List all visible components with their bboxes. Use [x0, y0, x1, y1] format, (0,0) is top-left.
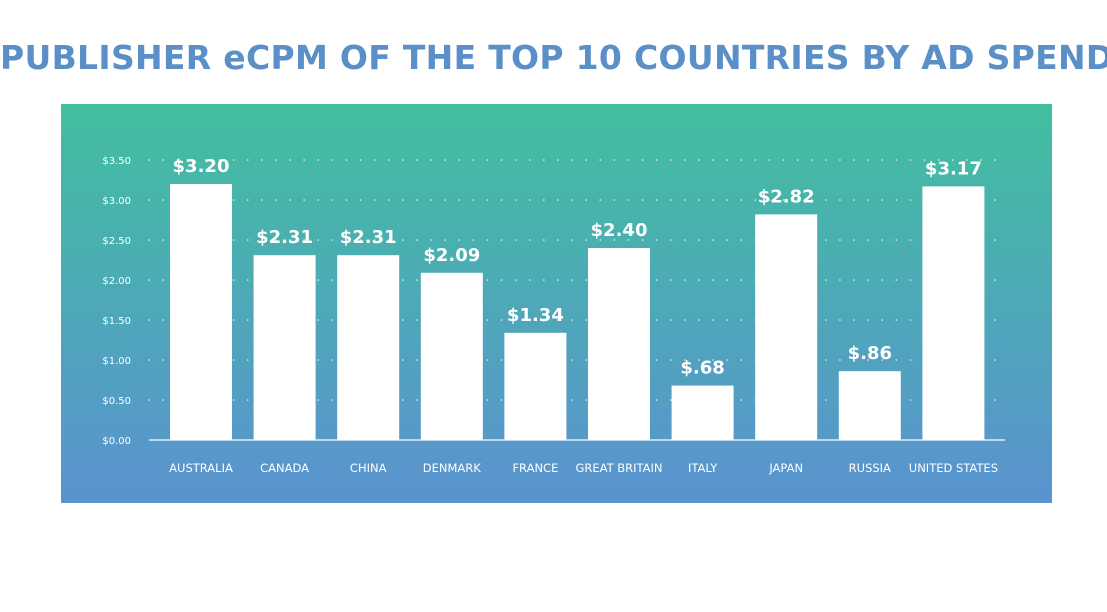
value-label: $3.17 — [925, 158, 982, 179]
y-tick-label: $1.00 — [102, 356, 131, 367]
x-tick-label: CHINA — [350, 461, 387, 475]
bar — [838, 371, 901, 440]
value-label: $1.34 — [507, 305, 564, 326]
y-tick-label: $0.50 — [102, 396, 131, 407]
y-tick-label: $2.50 — [102, 236, 131, 247]
x-tick-label: FRANCE — [512, 461, 558, 475]
bar — [671, 385, 734, 440]
bar — [504, 332, 567, 440]
chart-title: PUBLISHER eCPM OF THE TOP 10 COUNTRIES B… — [0, 38, 1107, 77]
bar — [922, 186, 985, 440]
value-label: $.68 — [680, 358, 724, 379]
value-label: $2.31 — [256, 227, 313, 248]
x-tick-label: AUSTRALIA — [169, 461, 233, 475]
y-tick-label: $3.00 — [102, 196, 131, 207]
bar-chart: $0.00 $0.50 $1.00 $1.50 $2.00 $2.50 $3.00 $3.50… — [61, 104, 1052, 503]
bar — [253, 255, 316, 440]
bar — [170, 184, 232, 440]
bar — [337, 255, 400, 440]
bar — [420, 272, 483, 440]
bar — [588, 248, 650, 440]
value-label: $2.31 — [340, 227, 397, 248]
value-label: $.86 — [848, 343, 892, 364]
value-label: $2.82 — [758, 186, 815, 207]
bar — [755, 214, 818, 440]
value-label: $2.40 — [591, 220, 648, 241]
chart-panel: $0.00 $0.50 $1.00 $1.50 $2.00 $2.50 $3.00 $3.50… — [61, 104, 1052, 503]
x-tick-label: DENMARK — [423, 461, 482, 475]
x-tick-label: CANADA — [260, 461, 309, 475]
value-label: $2.09 — [423, 245, 480, 266]
y-tick-label: $2.00 — [102, 276, 131, 287]
y-tick-label: $3.50 — [102, 156, 131, 167]
x-tick-label: ITALY — [688, 461, 718, 475]
value-label: $3.20 — [173, 156, 230, 177]
x-tick-label: UNITED STATES — [909, 461, 998, 475]
y-tick-label: $1.50 — [102, 316, 131, 327]
x-tick-label: GREAT BRITAIN — [575, 461, 662, 475]
y-tick-label: $0.00 — [102, 436, 131, 447]
x-tick-label: JAPAN — [768, 461, 803, 475]
x-tick-label: RUSSIA — [849, 461, 891, 475]
